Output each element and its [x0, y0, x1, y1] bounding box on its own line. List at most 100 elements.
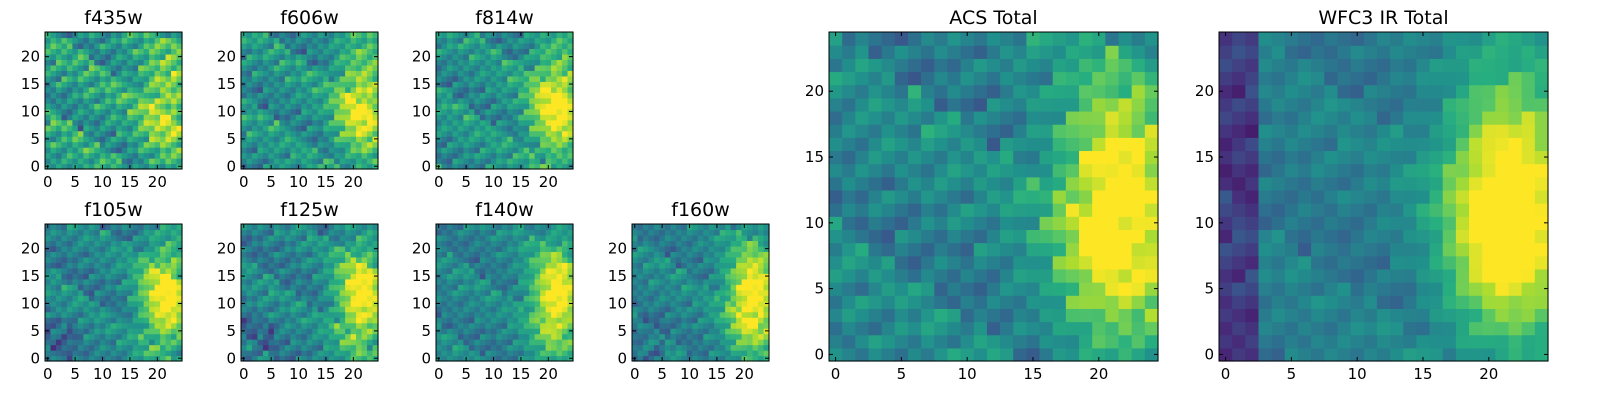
- heatmap-cell: [1000, 347, 1014, 362]
- heatmap-cell: [350, 278, 357, 285]
- heatmap-cell: [763, 317, 770, 324]
- heatmap-cell: [345, 333, 352, 340]
- heatmap-cell: [1092, 189, 1106, 204]
- heatmap-cell: [947, 189, 962, 204]
- heatmap-cell: [485, 59, 492, 66]
- heatmap-cell: [176, 48, 183, 55]
- heatmap-cell: [246, 224, 253, 231]
- heatmap-cell: [518, 125, 525, 132]
- heatmap-cell: [350, 119, 357, 126]
- heatmap-cell: [736, 262, 743, 269]
- heatmap-cell: [306, 70, 313, 77]
- heatmap-cell: [446, 53, 454, 60]
- heatmap-cell: [736, 306, 743, 313]
- heatmap-cell: [501, 158, 508, 165]
- heatmap-cell: [736, 322, 743, 329]
- heatmap-cell: [697, 306, 704, 313]
- heatmap-cell: [507, 147, 514, 154]
- heatmap-cell: [241, 295, 248, 302]
- heatmap-cell: [637, 289, 644, 296]
- heatmap-cell: [653, 251, 660, 258]
- heatmap-cell: [540, 152, 547, 159]
- heatmap-cell: [545, 86, 552, 93]
- heatmap-cell: [268, 119, 275, 126]
- heatmap-cell: [77, 278, 84, 285]
- heatmap-cell: [149, 350, 156, 357]
- heatmap-cell: [986, 308, 1001, 323]
- heatmap-cell: [446, 59, 454, 66]
- heatmap-cell: [66, 81, 73, 88]
- heatmap-cell: [143, 262, 150, 269]
- heatmap-cell: [719, 224, 726, 231]
- heatmap-cell: [160, 163, 167, 170]
- heatmap-cell: [529, 328, 536, 335]
- heatmap-cell: [143, 278, 150, 285]
- heatmap-cell: [463, 317, 470, 324]
- heatmap-cell: [312, 251, 319, 258]
- heatmap-cell: [306, 245, 313, 252]
- heatmap-cell: [306, 262, 313, 269]
- heatmap-cell: [562, 350, 569, 357]
- heatmap-cell: [99, 234, 106, 242]
- heatmap-cell: [301, 158, 308, 165]
- heatmap-cell: [518, 158, 525, 165]
- heatmap-cell: [523, 70, 530, 77]
- heatmap-cell: [730, 251, 737, 258]
- heatmap-cell: [345, 300, 352, 307]
- heatmap-cell: [345, 125, 352, 132]
- heatmap-cell: [317, 125, 324, 132]
- heatmap-cell: [105, 130, 112, 137]
- heatmap-cell: [323, 86, 330, 93]
- heatmap-cell: [323, 136, 330, 143]
- heatmap-cell: [138, 355, 145, 362]
- heatmap-cell: [105, 256, 112, 263]
- heatmap-cell: [907, 321, 922, 336]
- heatmap-cell: [149, 97, 156, 104]
- heatmap-cell: [518, 317, 525, 324]
- heatmap-cell: [1092, 242, 1106, 257]
- heatmap-cell: [323, 262, 330, 269]
- heatmap-cell: [312, 163, 319, 170]
- heatmap-cell: [664, 306, 671, 313]
- heatmap-cell: [496, 256, 503, 263]
- heatmap-cell: [77, 240, 84, 247]
- heatmap-cell: [637, 322, 644, 329]
- heatmap-cell: [171, 251, 178, 258]
- heatmap-cell: [653, 317, 660, 324]
- heatmap-cell: [361, 130, 368, 137]
- heatmap-cell: [556, 300, 563, 307]
- heatmap-cell: [149, 328, 156, 335]
- heatmap-cell: [132, 119, 139, 126]
- heatmap-cell: [675, 333, 682, 340]
- heatmap-cell: [361, 224, 368, 231]
- heatmap-cell: [986, 163, 1001, 178]
- heatmap-cell: [490, 240, 497, 247]
- heatmap-cell: [551, 344, 558, 351]
- heatmap-cell: [675, 317, 682, 324]
- heatmap-cell: [176, 97, 183, 104]
- heatmap-cell: [55, 300, 63, 307]
- heatmap-cell: [66, 163, 73, 170]
- heatmap-cell: [268, 81, 275, 88]
- heatmap-cell: [829, 189, 843, 204]
- heatmap-cell: [556, 317, 563, 324]
- heatmap-cell: [306, 229, 313, 236]
- heatmap-cell: [1000, 334, 1014, 349]
- heatmap-cell: [88, 42, 95, 50]
- heatmap-cell: [306, 234, 313, 242]
- heatmap-cell: [921, 255, 935, 270]
- heatmap-cell: [529, 64, 536, 71]
- heatmap-cell: [741, 300, 748, 307]
- heatmap-cell: [279, 245, 286, 252]
- heatmap-cell: [463, 103, 470, 110]
- heatmap-cell: [83, 284, 90, 291]
- y-tick-label: 15: [412, 267, 431, 285]
- heatmap-cell: [279, 333, 286, 340]
- heatmap-cell: [284, 75, 291, 82]
- heatmap-cell: [1118, 255, 1133, 270]
- heatmap-cell: [284, 48, 291, 55]
- heatmap-cell: [154, 333, 161, 340]
- heatmap-cell: [88, 339, 95, 346]
- heatmap-cell: [350, 284, 357, 291]
